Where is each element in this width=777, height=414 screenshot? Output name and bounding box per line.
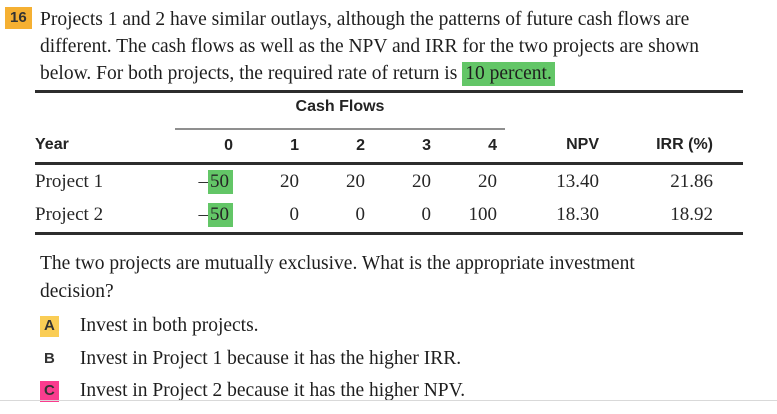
row-label: Project 1: [35, 170, 104, 192]
cell-t4: 20: [478, 170, 497, 192]
question-number-badge: 16: [5, 7, 32, 29]
answer-choices: A Invest in both projects. B Invest in P…: [40, 315, 740, 413]
cell-t3: 0: [421, 204, 432, 226]
col-header-irr: IRR (%): [605, 128, 743, 165]
cell-t1: 0: [289, 204, 300, 226]
choice-c-letter-badge: C: [40, 381, 59, 402]
col-header-t0: 0: [175, 128, 241, 165]
choice-b-letter-badge: B: [44, 349, 55, 367]
group-header-spacer-irr: [605, 92, 743, 129]
col-header-t1: 1: [241, 128, 307, 165]
cell-t4: 100: [468, 204, 498, 226]
choice-a-letter-badge: A: [40, 316, 59, 337]
cell-npv: 18.30: [556, 204, 599, 226]
minus-sign: –: [198, 204, 209, 226]
cell-irr: 21.86: [670, 170, 713, 192]
cell-outflow: –50: [175, 199, 241, 234]
cash-flows-group-header: Cash Flows: [175, 91, 505, 130]
col-header-t4: 4: [439, 128, 505, 165]
table-row-project-2: Project 2 –50 0 0 0 100 18.30 18.92: [35, 199, 743, 234]
outflow-highlight: 50: [208, 169, 233, 194]
question-intro-text: Projects 1 and 2 have similar outlays, a…: [40, 9, 700, 84]
cash-flows-table: Cash Flows Year 0 1 2 3 4 NPV IRR (%) Pr…: [35, 90, 743, 235]
cell-t3: 20: [412, 170, 431, 192]
col-header-npv: NPV: [505, 128, 605, 165]
cell-t1: 20: [280, 170, 299, 192]
choice-a-text: Invest in both projects.: [79, 315, 259, 336]
col-header-year: Year: [35, 128, 175, 165]
followup-question-text: The two projects are mutually exclusive.…: [40, 253, 635, 302]
choice-b: B Invest in Project 1 because it has the…: [40, 348, 740, 370]
col-header-t3: 3: [373, 128, 439, 165]
cell-t2: 0: [355, 204, 366, 226]
choice-c: C Invest in Project 2 because it has the…: [40, 380, 740, 402]
group-header-spacer-left: [35, 92, 175, 129]
cell-t2: 20: [346, 170, 365, 192]
required-rate-highlight: 10 percent.: [462, 62, 555, 86]
table-row-project-1: Project 1 –50 20 20 20 20 13.40 21.86: [35, 164, 743, 199]
cell-outflow: –50: [175, 164, 241, 199]
question-stem: Projects 1 and 2 have similar outlays, a…: [40, 6, 748, 87]
col-header-t2: 2: [307, 128, 373, 165]
choice-c-text: Invest in Project 2 because it has the h…: [79, 380, 466, 401]
table-column-header-row: Year 0 1 2 3 4 NPV IRR (%): [35, 128, 743, 165]
choice-b-text: Invest in Project 1 because it has the h…: [79, 347, 462, 369]
page-divider-line: [0, 400, 777, 401]
cell-npv: 13.40: [556, 170, 599, 192]
table-group-header-row: Cash Flows: [35, 91, 743, 130]
choice-a: A Invest in both projects.: [40, 315, 740, 337]
row-label: Project 2: [35, 204, 104, 226]
outflow-highlight: 50: [208, 203, 233, 228]
group-header-spacer-npv: [505, 92, 605, 129]
minus-sign: –: [198, 170, 209, 192]
cell-irr: 18.92: [670, 204, 713, 226]
